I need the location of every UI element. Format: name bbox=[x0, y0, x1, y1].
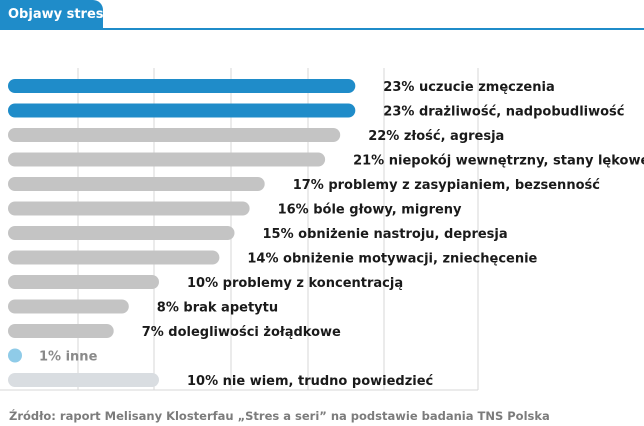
bar-label-11: 1% inne bbox=[39, 350, 98, 365]
bar-label-7: 14% obniżenie motywacji, zniechęcenie bbox=[247, 252, 537, 267]
bar-label-8: 10% problemy z koncentracją bbox=[187, 276, 403, 291]
bar-label-3: 21% niepokój wewnętrzny, stany lękowe bbox=[353, 154, 644, 169]
source-note: Źródło: raport Melisany Klosterfau „Stre… bbox=[9, 409, 550, 423]
bar-label-5: 16% bóle głowy, migreny bbox=[278, 203, 462, 218]
bar-10 bbox=[8, 324, 114, 338]
bar-label-4: 17% problemy z zasypianiem, bezsenność bbox=[293, 178, 601, 193]
bar-8 bbox=[8, 275, 159, 289]
bar-label-0: 23% uczucie zmęczenia bbox=[383, 80, 554, 95]
bar-11 bbox=[8, 348, 22, 363]
bar-4 bbox=[8, 177, 265, 191]
bar-0 bbox=[8, 79, 356, 93]
bar-label-6: 15% obniżenie nastroju, depresja bbox=[263, 227, 508, 242]
bar-label-2: 22% złość, agresja bbox=[368, 129, 504, 144]
bars bbox=[8, 79, 356, 387]
header-rule bbox=[0, 28, 644, 30]
bar-2 bbox=[8, 128, 341, 142]
bar-label-9: 8% brak apetytu bbox=[157, 301, 278, 316]
bar-7 bbox=[8, 250, 220, 265]
bar-chart: 23% uczucie zmęczenia 23% drażliwość, nad… bbox=[0, 68, 644, 391]
bar-12 bbox=[8, 373, 159, 387]
bar-5 bbox=[8, 201, 250, 216]
bar-6 bbox=[8, 226, 235, 240]
chart-title-tab: Objawy stresu bbox=[0, 0, 113, 30]
bar-labels: 23% uczucie zmęczenia 23% drażliwość, nad… bbox=[39, 80, 644, 389]
bar-3 bbox=[8, 152, 326, 167]
bar-label-1: 23% drażliwość, nadpobudliwość bbox=[383, 105, 624, 120]
bar-label-10: 7% dolegliwości żołądkowe bbox=[142, 325, 341, 340]
bar-label-12: 10% nie wiem, trudno powiedzieć bbox=[187, 374, 434, 389]
bar-9 bbox=[8, 299, 129, 314]
bar-1 bbox=[8, 103, 356, 118]
